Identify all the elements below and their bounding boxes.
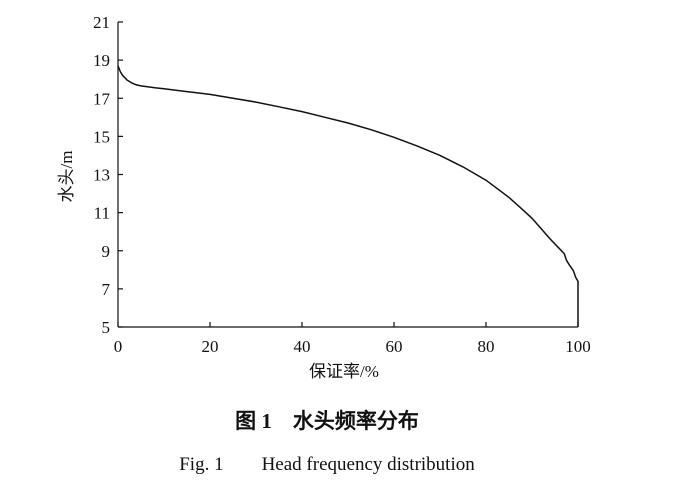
x-axis-title: 保证率/% (309, 362, 379, 381)
y-tick-label: 21 (93, 13, 110, 32)
y-tick-label: 9 (102, 242, 111, 261)
x-tick-label: 20 (202, 337, 219, 356)
y-tick-label: 5 (102, 318, 111, 337)
y-tick-label: 13 (93, 166, 110, 185)
x-tick-label: 0 (114, 337, 123, 356)
y-tick-label: 19 (93, 51, 110, 70)
x-tick-label: 60 (386, 337, 403, 356)
axes (117, 22, 578, 328)
head-frequency-line (117, 65, 579, 327)
figure-caption-cn: 图 1 水头频率分布 (235, 409, 419, 433)
y-ticks: 5 7 9 11 13 15 17 19 21 (93, 13, 123, 337)
y-tick-label: 15 (93, 127, 110, 146)
x-tick-label: 40 (294, 337, 311, 356)
x-tick-label: 80 (478, 337, 495, 356)
y-tick-label: 7 (102, 280, 111, 299)
x-tick-label: 100 (565, 337, 591, 356)
y-tick-label: 17 (93, 89, 111, 108)
x-ticks: 0 20 40 60 80 100 (114, 322, 591, 356)
y-tick-label: 11 (94, 204, 110, 223)
figure-caption-en: Fig. 1 Head frequency distribution (179, 454, 475, 475)
y-axis-title: 水头/m (57, 151, 76, 203)
